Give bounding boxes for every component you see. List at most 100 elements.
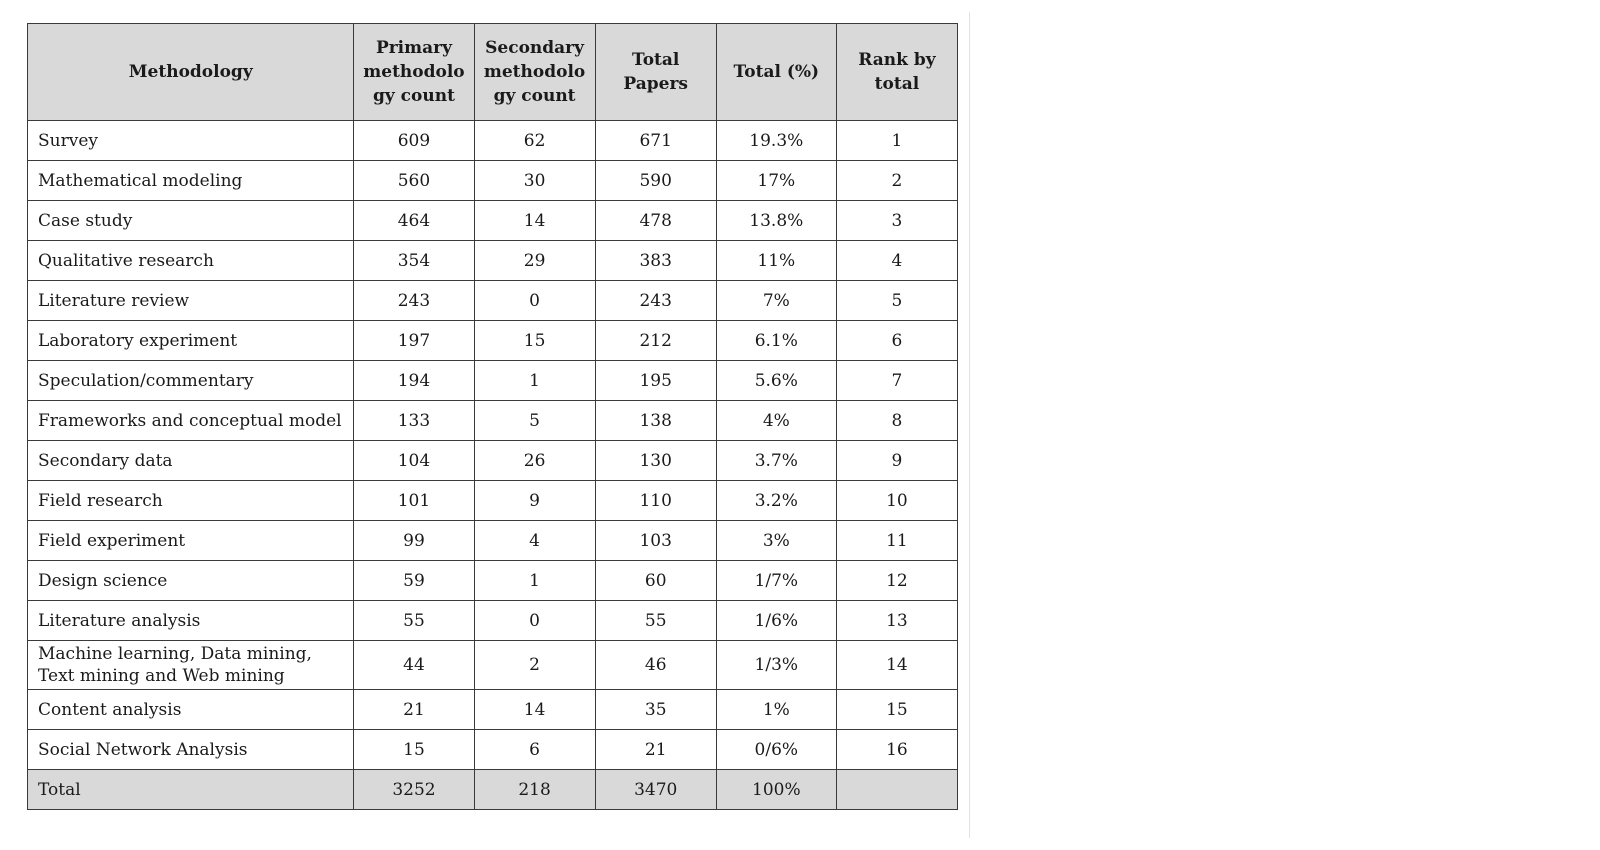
cell-primary-count: 101 — [353, 480, 475, 521]
cell-secondary-count: 30 — [473, 160, 596, 201]
cell-total-percent: 3.2% — [715, 480, 837, 521]
cell-secondary-count: 29 — [473, 240, 596, 281]
cell-primary-count: 243 — [353, 280, 475, 321]
total-rank — [835, 769, 959, 810]
cell-rank: 4 — [835, 240, 959, 281]
cell-total-papers: 21 — [594, 729, 717, 770]
cell-total-percent: 1/6% — [715, 600, 837, 641]
cell-total-papers: 103 — [594, 520, 717, 561]
cell-rank: 9 — [835, 440, 959, 481]
cell-secondary-count: 2 — [473, 640, 596, 690]
cell-total-percent: 19.3% — [715, 120, 837, 161]
cell-total-papers: 60 — [594, 560, 717, 601]
cell-total-papers: 478 — [594, 200, 717, 241]
cell-rank: 3 — [835, 200, 959, 241]
cell-primary-count: 609 — [353, 120, 475, 161]
cell-total-percent: 6.1% — [715, 320, 837, 361]
cell-primary-count: 15 — [353, 729, 475, 770]
cell-total-percent: 1/7% — [715, 560, 837, 601]
cell-secondary-count: 0 — [473, 600, 596, 641]
cell-total-papers: 46 — [594, 640, 717, 690]
cell-secondary-count: 14 — [473, 200, 596, 241]
cell-rank: 8 — [835, 400, 959, 441]
cell-methodology: Laboratory experiment — [26, 320, 355, 361]
cell-rank: 12 — [835, 560, 959, 601]
cell-methodology: Survey — [26, 120, 355, 161]
cell-rank: 7 — [835, 360, 959, 401]
cell-rank: 6 — [835, 320, 959, 361]
cell-primary-count: 560 — [353, 160, 475, 201]
cell-methodology: Content analysis — [26, 689, 355, 730]
cell-total-percent: 3% — [715, 520, 837, 561]
table-row: Qualitative research 354 29 383 11% 4 — [26, 240, 959, 281]
cell-methodology: Speculation/commentary — [26, 360, 355, 401]
cell-primary-count: 44 — [353, 640, 475, 690]
cell-primary-count: 197 — [353, 320, 475, 361]
table-row: Social Network Analysis 15 6 21 0/6% 16 — [26, 729, 959, 770]
cell-secondary-count: 15 — [473, 320, 596, 361]
cell-secondary-count: 1 — [473, 360, 596, 401]
cell-secondary-count: 5 — [473, 400, 596, 441]
total-row: Total 3252 218 3470 100% — [26, 769, 959, 810]
cell-rank: 16 — [835, 729, 959, 770]
table-row: Field experiment 99 4 103 3% 11 — [26, 520, 959, 561]
cell-rank: 1 — [835, 120, 959, 161]
cell-rank: 5 — [835, 280, 959, 321]
cell-total-papers: 195 — [594, 360, 717, 401]
table-row: Design science 59 1 60 1/7% 12 — [26, 560, 959, 601]
table-row: Survey 609 62 671 19.3% 1 — [26, 120, 959, 161]
table-row: Field research 101 9 110 3.2% 10 — [26, 480, 959, 521]
total-percent: 100% — [715, 769, 837, 810]
cell-total-percent: 4% — [715, 400, 837, 441]
cell-primary-count: 104 — [353, 440, 475, 481]
header-total-papers: Total Papers — [594, 23, 717, 121]
cell-total-papers: 130 — [594, 440, 717, 481]
header-secondary-count: Secondary methodolo gy count — [473, 23, 596, 121]
cell-methodology: Literature review — [26, 280, 355, 321]
table-row: Secondary data 104 26 130 3.7% 9 — [26, 440, 959, 481]
cell-secondary-count: 9 — [473, 480, 596, 521]
cell-methodology: Qualitative research — [26, 240, 355, 281]
cell-total-papers: 55 — [594, 600, 717, 641]
cell-rank: 2 — [835, 160, 959, 201]
cell-methodology: Design science — [26, 560, 355, 601]
cell-total-papers: 590 — [594, 160, 717, 201]
cell-total-percent: 0/6% — [715, 729, 837, 770]
cell-secondary-count: 14 — [473, 689, 596, 730]
header-row: Methodology Primary methodolo gy count S… — [26, 23, 959, 121]
cell-total-papers: 243 — [594, 280, 717, 321]
cell-secondary-count: 4 — [473, 520, 596, 561]
table-row: Mathematical modeling 560 30 590 17% 2 — [26, 160, 959, 201]
cell-methodology: Mathematical modeling — [26, 160, 355, 201]
cell-total-papers: 212 — [594, 320, 717, 361]
cell-methodology: Secondary data — [26, 440, 355, 481]
table-row: Case study 464 14 478 13.8% 3 — [26, 200, 959, 241]
header-total-percent: Total (%) — [715, 23, 837, 121]
cell-methodology: Field research — [26, 480, 355, 521]
table-row: Content analysis 21 14 35 1% 15 — [26, 689, 959, 730]
cell-methodology: Literature analysis — [26, 600, 355, 641]
cell-secondary-count: 1 — [473, 560, 596, 601]
cell-methodology: Field experiment — [26, 520, 355, 561]
cell-primary-count: 464 — [353, 200, 475, 241]
table-body: Survey 609 62 671 19.3% 1 Mathematical modelin… — [26, 120, 959, 770]
cell-primary-count: 99 — [353, 520, 475, 561]
total-papers: 3470 — [594, 769, 717, 810]
cell-secondary-count: 0 — [473, 280, 596, 321]
cell-total-papers: 671 — [594, 120, 717, 161]
cell-methodology: Case study — [26, 200, 355, 241]
cell-secondary-count: 26 — [473, 440, 596, 481]
cell-rank: 11 — [835, 520, 959, 561]
table-row: Speculation/commentary 194 1 195 5.6% 7 — [26, 360, 959, 401]
cell-primary-count: 194 — [353, 360, 475, 401]
cell-total-papers: 383 — [594, 240, 717, 281]
cell-primary-count: 21 — [353, 689, 475, 730]
cell-total-percent: 1% — [715, 689, 837, 730]
table-row: Laboratory experiment 197 15 212 6.1% 6 — [26, 320, 959, 361]
cell-rank: 14 — [835, 640, 959, 690]
methodology-table: Methodology Primary methodolo gy count S… — [26, 23, 959, 810]
cell-total-percent: 13.8% — [715, 200, 837, 241]
cell-total-percent: 11% — [715, 240, 837, 281]
cell-primary-count: 59 — [353, 560, 475, 601]
cell-rank: 15 — [835, 689, 959, 730]
